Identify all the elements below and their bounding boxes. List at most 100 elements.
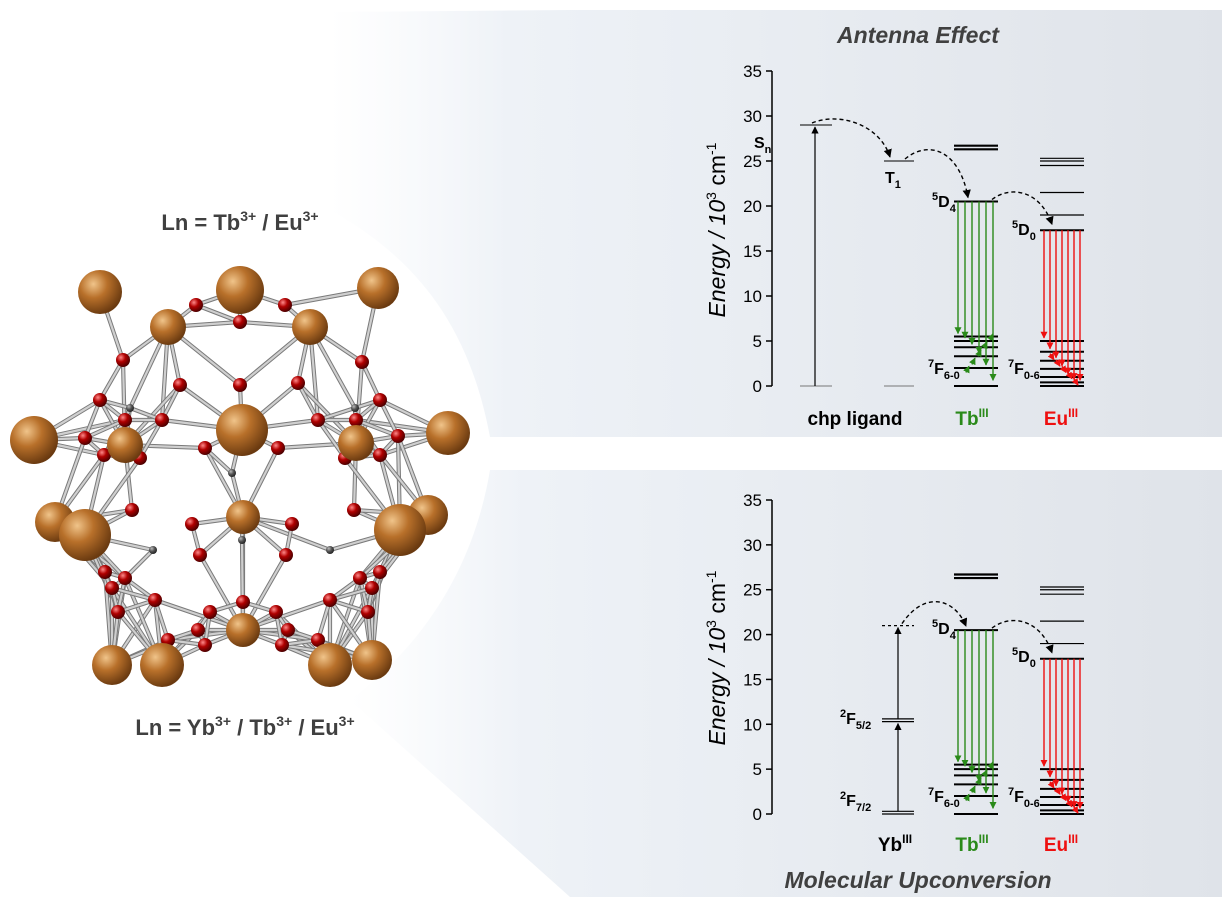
- lanthanide-atom: [150, 309, 186, 345]
- y-tick-label: 30: [743, 107, 762, 126]
- y-tick-label: 25: [743, 581, 762, 600]
- level-label-sn: Sn: [754, 135, 772, 156]
- top-panel-background: [330, 10, 1222, 437]
- energy-transfer-t1-tb: [904, 149, 971, 199]
- molecular-structure: [10, 266, 470, 687]
- oxygen-atom: [278, 298, 292, 312]
- oxygen-atom: [118, 571, 132, 585]
- oxygen-atom: [185, 517, 199, 531]
- y-tick-label: 0: [753, 805, 762, 824]
- oxygen-atom: [105, 581, 119, 595]
- y-tick-label: 0: [753, 377, 762, 396]
- carbon-atom: [351, 404, 359, 412]
- energy-transfer-tb-eu: [991, 619, 1054, 654]
- y-tick-label: 35: [743, 62, 762, 81]
- y-tick-label: 20: [743, 197, 762, 216]
- lanthanide-atom: [292, 309, 328, 345]
- level-label-tb-5d4: 5D4: [932, 191, 957, 215]
- tb-emission-head: [963, 793, 970, 802]
- oxygen-atom: [155, 413, 169, 427]
- lanthanide-atom: [426, 411, 470, 455]
- lanthanide-atom: [226, 500, 260, 534]
- level-label-yb-2f52: 2F5/2: [840, 708, 871, 732]
- lanthanide-atom: [92, 645, 132, 685]
- panel-molecular-upconversion: 35 30 25 20 15 10 5 0 Energy / 103 cm-1 2F5/2 2…: [703, 491, 1084, 856]
- oxygen-atom: [198, 638, 212, 652]
- carbon-atom: [228, 469, 236, 477]
- lanthanide-atom: [216, 404, 268, 456]
- oxygen-atom: [311, 633, 325, 647]
- eu-emission-head: [1053, 787, 1061, 795]
- energy-levels-bottom: [882, 573, 1084, 815]
- oxygen-atom: [125, 503, 139, 517]
- column-label-tb-top: TbIII: [955, 406, 988, 430]
- energy-axis-top: 35 30 25 20 15 10 5 0: [743, 62, 773, 396]
- bond: [110, 586, 157, 602]
- oxygen-atom: [97, 448, 111, 462]
- energy-transfer-tb-eu: [991, 191, 1054, 226]
- axis-label-bottom: Energy / 103 cm-1: [703, 570, 730, 745]
- y-tick-label: 35: [743, 491, 762, 510]
- lanthanide-atom: [226, 613, 260, 647]
- eu-emission-head: [1071, 805, 1079, 814]
- oxygen-atom: [373, 393, 387, 407]
- oxygen-atom: [323, 593, 337, 607]
- oxygen-atom: [281, 623, 295, 637]
- eu-emission-head: [1065, 371, 1073, 380]
- eu-emission-head: [1047, 780, 1055, 789]
- energy-axis-bottom: 35 30 25 20 15 10 5 0: [743, 491, 773, 824]
- column-label-chp-ligand: chp ligand: [808, 409, 903, 430]
- oxygen-atom: [233, 378, 247, 392]
- column-label-tb-bottom: TbIII: [955, 832, 988, 856]
- title-antenna-effect: Antenna Effect: [836, 22, 1000, 48]
- oxygen-atom: [173, 378, 187, 392]
- bond: [98, 358, 125, 402]
- tb-emission-head: [975, 777, 982, 786]
- bond: [153, 598, 170, 642]
- level-label-yb-2f72: 2F7/2: [840, 790, 871, 814]
- oxygen-atom: [271, 441, 285, 455]
- carbon-atom: [326, 546, 334, 554]
- oxygen-atom: [391, 429, 405, 443]
- label-ln-top: Ln = Tb3+ / Eu3+: [161, 208, 318, 235]
- column-label-eu-top: EuIII: [1044, 406, 1078, 430]
- bond: [194, 303, 242, 324]
- bond: [360, 360, 382, 402]
- tb-emission-head: [981, 769, 988, 778]
- tb-emission-head: [969, 357, 976, 366]
- bond: [138, 418, 164, 460]
- level-label-eu-5d0: 5D0: [1012, 219, 1036, 243]
- isc-transfer: [811, 118, 892, 158]
- eu-emission-head: [1053, 359, 1061, 367]
- oxygen-atom: [233, 315, 247, 329]
- y-tick-label: 10: [743, 287, 762, 306]
- energy-transfer-yb-tb: [901, 600, 968, 627]
- level-label-eu-7f: 7F0-6: [1008, 358, 1040, 382]
- eu-emission-head: [1047, 352, 1055, 361]
- oxygen-atom: [279, 548, 293, 562]
- oxygen-atom: [203, 605, 217, 619]
- tb-emission-head: [981, 341, 988, 350]
- lanthanide-atom: [216, 266, 264, 314]
- column-label-yb: YbIII: [878, 832, 912, 856]
- eu-emission-head: [1065, 799, 1073, 808]
- carbon-atom: [126, 404, 134, 412]
- oxygen-atom: [236, 595, 250, 609]
- bottom-panel-background: [350, 470, 1222, 897]
- oxygen-atom: [93, 393, 107, 407]
- bond: [354, 418, 400, 438]
- column-label-eu-bottom: EuIII: [1044, 832, 1078, 856]
- axis-label-top: Energy / 103 cm-1: [703, 142, 730, 317]
- level-label-tb-5d4-bottom: 5D4: [932, 618, 957, 642]
- y-tick-label: 10: [743, 715, 762, 734]
- lanthanide-atom: [78, 270, 122, 314]
- level-label-t1: T1: [885, 170, 901, 191]
- eu-emission-head: [1059, 793, 1067, 802]
- oxygen-atom: [365, 581, 379, 595]
- oxygen-atom: [193, 548, 207, 562]
- tb-emission-head: [963, 365, 970, 374]
- oxygen-atom: [78, 431, 92, 445]
- oxygen-atom: [361, 605, 375, 619]
- y-tick-label: 15: [743, 670, 762, 689]
